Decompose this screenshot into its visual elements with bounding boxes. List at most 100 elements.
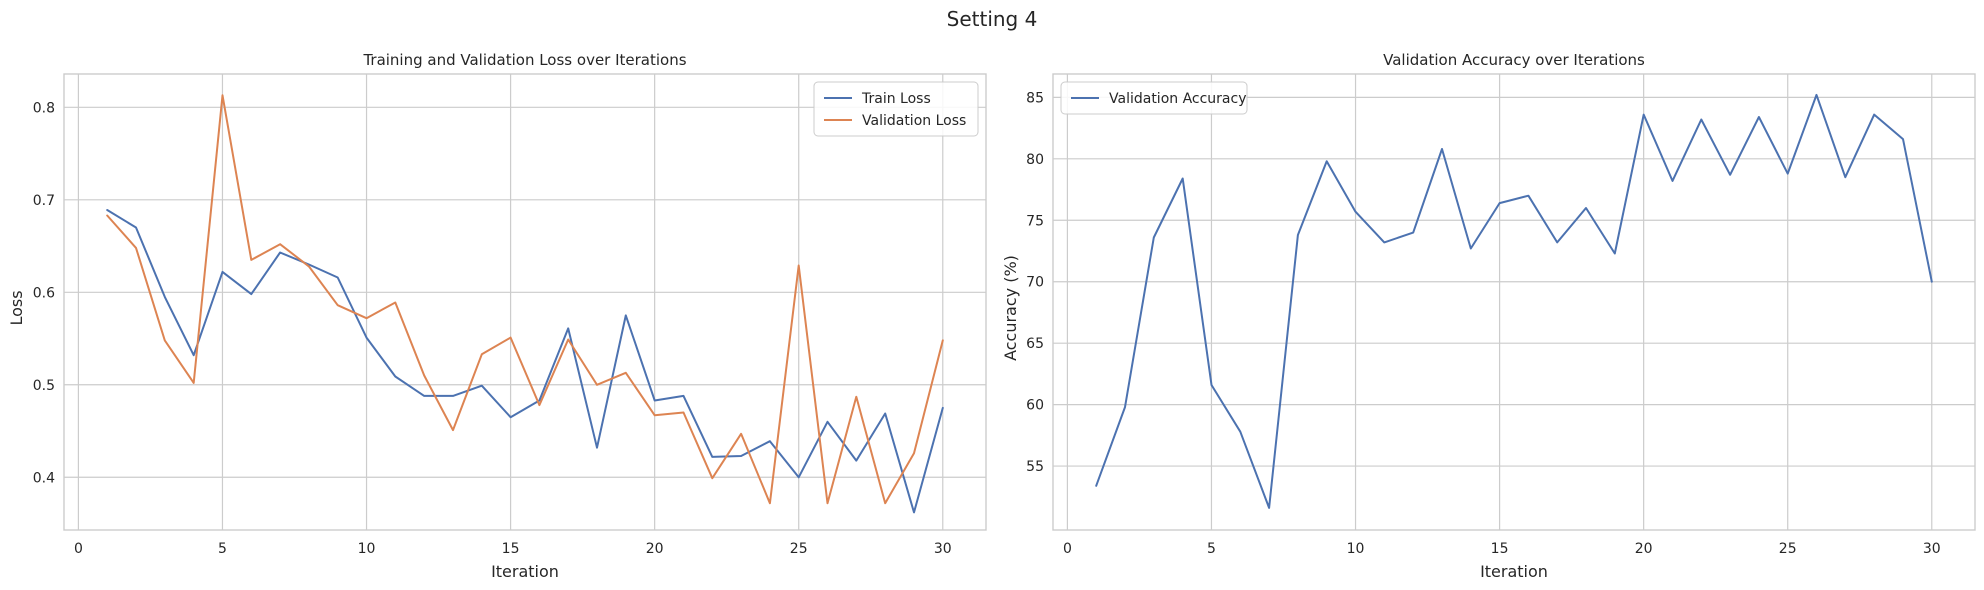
data-point xyxy=(1239,430,1241,432)
legend-label: Train Loss xyxy=(861,91,931,107)
data-point xyxy=(164,296,166,298)
data-point xyxy=(135,247,137,249)
data-point xyxy=(1585,207,1587,209)
data-point xyxy=(509,336,511,338)
y-axis-label: Loss xyxy=(7,290,26,325)
data-point xyxy=(1556,241,1558,243)
legend: Train Loss Validation Loss xyxy=(813,81,979,137)
y-tick-label: 0.7 xyxy=(33,193,55,209)
data-point xyxy=(394,375,396,377)
data-point xyxy=(1124,406,1126,408)
data-point xyxy=(596,384,598,386)
data-point xyxy=(538,404,540,406)
data-point xyxy=(221,271,223,273)
data-point xyxy=(913,452,915,454)
x-tick-label: 25 xyxy=(790,541,808,557)
data-point xyxy=(769,502,771,504)
data-point xyxy=(452,395,454,397)
loss-chart: 0 5 10 15 20 25 30 0.4 0.5 0.6 0.7 0.8 Training and … xyxy=(7,51,987,581)
data-point xyxy=(164,339,166,341)
data-point xyxy=(1873,113,1875,115)
x-tick-label: 5 xyxy=(218,541,227,557)
data-point xyxy=(135,226,137,228)
data-point xyxy=(1700,118,1702,120)
data-point xyxy=(250,293,252,295)
series-line-validation-loss xyxy=(106,94,944,505)
x-tick-label: 10 xyxy=(358,541,376,557)
data-point xyxy=(394,301,396,303)
x-tick-label: 0 xyxy=(1063,541,1072,557)
legend-box xyxy=(813,81,979,137)
data-point xyxy=(913,511,915,513)
x-axis-label: Iteration xyxy=(491,562,559,581)
data-point xyxy=(1614,252,1616,254)
x-tick-label: 5 xyxy=(1207,541,1216,557)
data-point xyxy=(365,317,367,319)
axes-frame xyxy=(1052,73,1976,531)
data-point xyxy=(711,456,713,458)
data-point xyxy=(625,372,627,374)
data-point xyxy=(308,265,310,267)
data-point xyxy=(855,396,857,398)
data-point xyxy=(1931,281,1933,283)
y-tick-label: 75 xyxy=(1026,213,1044,229)
legend-label: Validation Accuracy xyxy=(1109,91,1247,107)
data-point xyxy=(596,446,598,448)
data-point xyxy=(1671,180,1673,182)
data-point xyxy=(221,94,223,96)
legend-label: Validation Loss xyxy=(862,113,966,129)
x-tick-label: 15 xyxy=(502,541,520,557)
data-point xyxy=(1815,94,1817,96)
data-point xyxy=(106,214,108,216)
chart-title: Validation Accuracy over Iterations xyxy=(1383,51,1645,69)
data-point xyxy=(826,502,828,504)
y-tick-label: 80 xyxy=(1026,152,1044,168)
data-point xyxy=(942,407,944,409)
data-point xyxy=(337,304,339,306)
y-tick-label: 65 xyxy=(1026,336,1044,352)
x-tick-label: 30 xyxy=(934,541,952,557)
data-point xyxy=(1412,231,1414,233)
data-point xyxy=(192,354,194,356)
chart-title: Training and Validation Loss over Iterat… xyxy=(362,51,686,69)
x-tick-label: 15 xyxy=(1491,541,1509,557)
data-point xyxy=(682,395,684,397)
data-point xyxy=(942,339,944,341)
y-axis-label: Accuracy (%) xyxy=(1001,255,1020,361)
axes-frame xyxy=(63,73,987,531)
data-point xyxy=(1758,116,1760,118)
data-point xyxy=(509,416,511,418)
data-point xyxy=(1729,174,1731,176)
data-point xyxy=(567,327,569,329)
data-point xyxy=(423,395,425,397)
data-point xyxy=(1268,507,1270,509)
x-tick-label: 20 xyxy=(646,541,664,557)
data-point xyxy=(452,429,454,431)
x-axis-label: Iteration xyxy=(1480,562,1548,581)
y-tick-label: 0.5 xyxy=(33,378,55,394)
data-point xyxy=(1297,234,1299,236)
data-point xyxy=(798,476,800,478)
figure-title: Setting 4 xyxy=(947,7,1038,31)
data-point xyxy=(884,412,886,414)
data-point xyxy=(279,243,281,245)
data-point xyxy=(826,421,828,423)
data-point xyxy=(1642,113,1644,115)
data-point xyxy=(740,455,742,457)
y-tick-label: 0.8 xyxy=(33,100,55,116)
y-tick-label: 60 xyxy=(1026,398,1044,414)
data-point xyxy=(653,399,655,401)
series-line-train-loss xyxy=(106,209,944,514)
y-tick-label: 0.4 xyxy=(33,470,55,486)
data-point xyxy=(481,353,483,355)
data-point xyxy=(279,251,281,253)
legend: Validation Accuracy xyxy=(1060,81,1248,115)
data-point xyxy=(1441,148,1443,150)
data-point xyxy=(798,264,800,266)
x-tick-label: 10 xyxy=(1347,541,1365,557)
data-point xyxy=(1844,176,1846,178)
data-point xyxy=(1902,138,1904,140)
data-point xyxy=(423,374,425,376)
data-point xyxy=(711,477,713,479)
